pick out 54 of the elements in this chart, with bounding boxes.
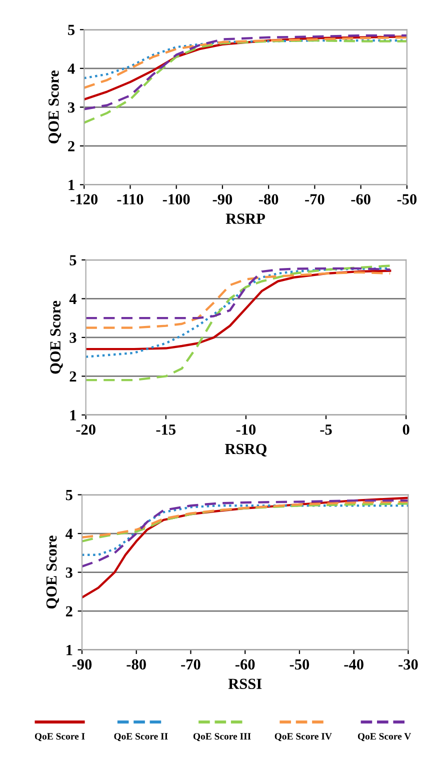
x-tick-label: -70: [181, 659, 200, 670]
legend-label: QoE Score I: [34, 733, 85, 742]
y-axis-title: QOE Score: [50, 300, 63, 374]
x-tick-label: -70: [305, 194, 324, 204]
x-tick-label: -20: [76, 424, 96, 435]
line-series: [86, 271, 392, 329]
x-tick-label: -30: [398, 659, 418, 670]
y-tick-label: 4: [68, 64, 75, 74]
y-tick-label: 3: [70, 332, 76, 343]
x-tick-label: -80: [126, 659, 146, 670]
x-tick-label: -90: [212, 194, 232, 204]
x-tick-label: -80: [258, 194, 278, 204]
line-series: [82, 499, 408, 568]
y-tick-label: 5: [70, 255, 76, 266]
y-tick-label: 4: [69, 294, 77, 304]
y-axis-title: QOE Score: [48, 70, 62, 144]
line-series: [86, 264, 392, 382]
line-series: [84, 39, 407, 80]
y-tick-label: 2: [66, 606, 72, 616]
x-tick-label: -50: [290, 659, 310, 670]
x-tick-label: -110: [117, 194, 144, 204]
y-tick-label: 3: [68, 102, 75, 113]
y-tick-label: 2: [68, 141, 74, 152]
x-tick-label: -5: [320, 424, 332, 435]
x-tick-label: -40: [344, 659, 364, 670]
y-tick-label: 4: [66, 528, 73, 539]
legend-label: QoE Score II: [114, 733, 168, 742]
legend-label: QoE Score IV: [274, 733, 332, 742]
legend-label: QoE Score III: [193, 733, 251, 742]
x-tick-label: 0: [402, 424, 410, 435]
y-axis-title: QOE Score: [46, 536, 59, 609]
x-tick-label: -60: [351, 194, 370, 204]
y-tick-label: 1: [66, 645, 72, 656]
y-tick-label: 3: [66, 567, 72, 578]
line-series: [86, 267, 392, 320]
line-series: [82, 504, 408, 556]
y-tick-label: 5: [68, 24, 75, 36]
x-axis-title: RSRQ: [224, 444, 267, 456]
y-tick-label: 1: [70, 410, 76, 420]
line-series: [84, 36, 407, 89]
x-tick-label: -15: [156, 424, 176, 435]
y-tick-label: 2: [70, 371, 76, 382]
x-tick-label: -100: [162, 194, 190, 204]
y-tick-label: 5: [66, 490, 72, 500]
x-tick-label: -50: [397, 194, 417, 204]
x-tick-label: -10: [236, 424, 256, 435]
x-axis-title: RSSI: [228, 678, 262, 689]
y-tick-label: 1: [68, 180, 74, 190]
x-tick-label: -60: [235, 659, 255, 670]
line-series: [84, 39, 407, 124]
x-axis-title: RSRP: [226, 214, 266, 224]
x-tick-label: -120: [70, 194, 98, 204]
legend-label: QoE Score V: [358, 733, 412, 742]
x-tick-label: -90: [72, 659, 92, 670]
